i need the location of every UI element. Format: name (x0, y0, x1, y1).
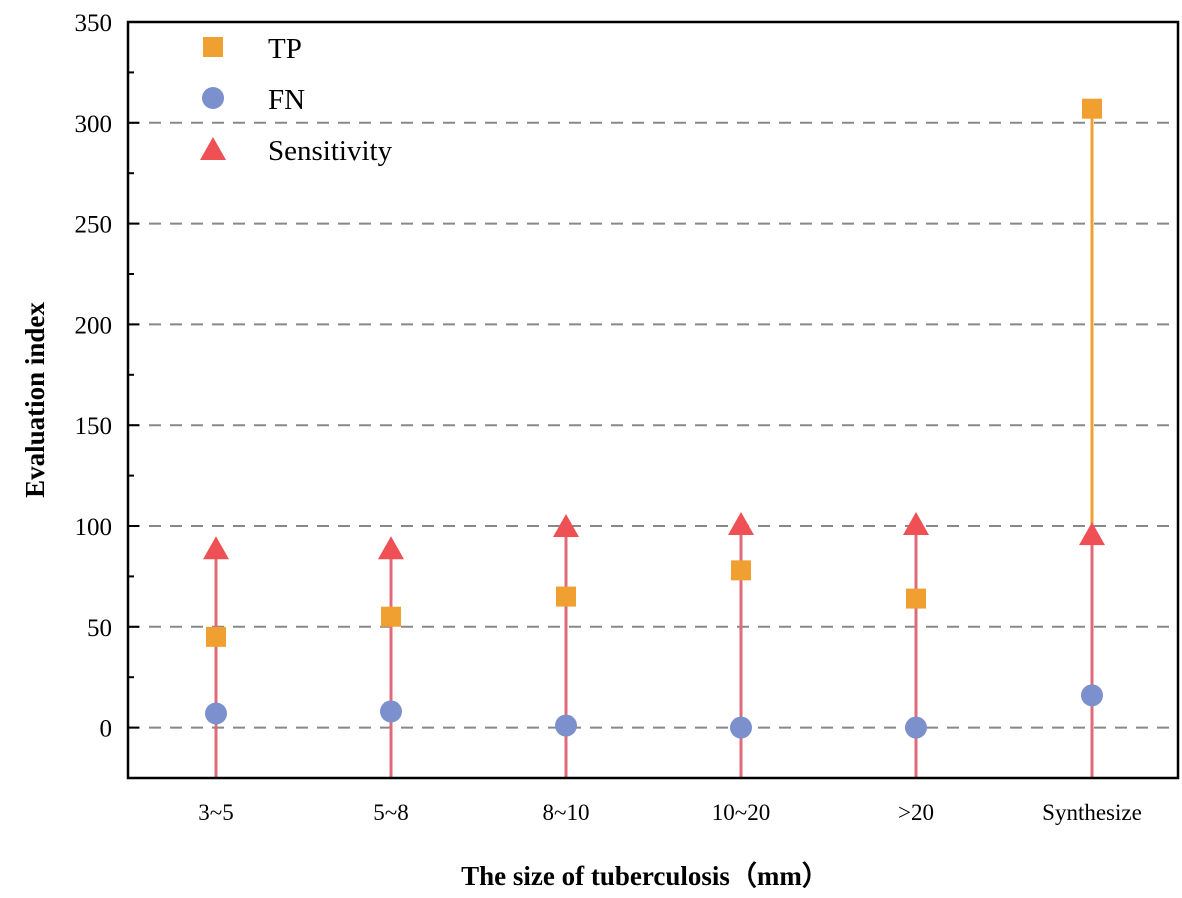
tp-point (731, 560, 751, 581)
y-tick-label: 200 (75, 312, 113, 339)
y-tick-label: 300 (75, 111, 113, 138)
x-axis: 3~5 5~8 8~10 10~20 >20 Synthesize (198, 800, 1142, 825)
fn-point (380, 700, 402, 723)
legend-tp-marker (203, 37, 223, 57)
x-axis-label: The size of tuberculosis（mm） (461, 861, 829, 891)
sensitivity-point (203, 536, 229, 560)
sensitivity-point (378, 536, 404, 560)
x-tick-label: Synthesize (1042, 800, 1142, 825)
y-tick-label: 150 (75, 413, 113, 440)
legend-fn-label: FN (268, 84, 305, 116)
y-axis-label: Evaluation index (20, 302, 50, 498)
legend-fn-marker (202, 87, 224, 109)
legend: TP FN Sensitivity (200, 33, 393, 167)
y-tick-label: 0 (100, 716, 113, 743)
y-tick-label: 350 (75, 10, 113, 37)
tp-point (1082, 98, 1102, 119)
x-tick-label: 8~10 (543, 800, 590, 825)
legend-tp-label: TP (268, 33, 302, 65)
grid-lines (128, 121, 1178, 729)
fn-point (905, 716, 927, 739)
data-points (203, 98, 1105, 739)
stem-lines (214, 108, 1094, 778)
sensitivity-point (728, 512, 754, 535)
plot-frame (126, 20, 1180, 780)
fn-point (205, 702, 227, 725)
y-tick-label: 250 (75, 212, 113, 239)
tp-point (906, 588, 926, 609)
x-tick-label: 5~8 (373, 800, 408, 825)
fn-point (555, 714, 577, 737)
tp-point (381, 606, 401, 627)
sensitivity-point (1079, 522, 1105, 546)
tp-point (556, 586, 576, 607)
y-tick-label: 50 (87, 615, 112, 642)
sensitivity-point (903, 512, 929, 535)
x-tick-label: 3~5 (198, 800, 233, 825)
legend-sensitivity-label: Sensitivity (268, 135, 393, 167)
x-tick-label: 10~20 (712, 800, 770, 825)
fn-point (1081, 684, 1103, 707)
y-tick-label: 100 (75, 514, 113, 541)
fn-point (730, 716, 752, 739)
tp-point (206, 626, 226, 647)
sensitivity-point (553, 514, 579, 538)
legend-sensitivity-marker (200, 137, 226, 160)
y-axis: 0 50 100 150 200 250 300 350 (75, 10, 139, 743)
x-tick-label: >20 (898, 800, 934, 825)
